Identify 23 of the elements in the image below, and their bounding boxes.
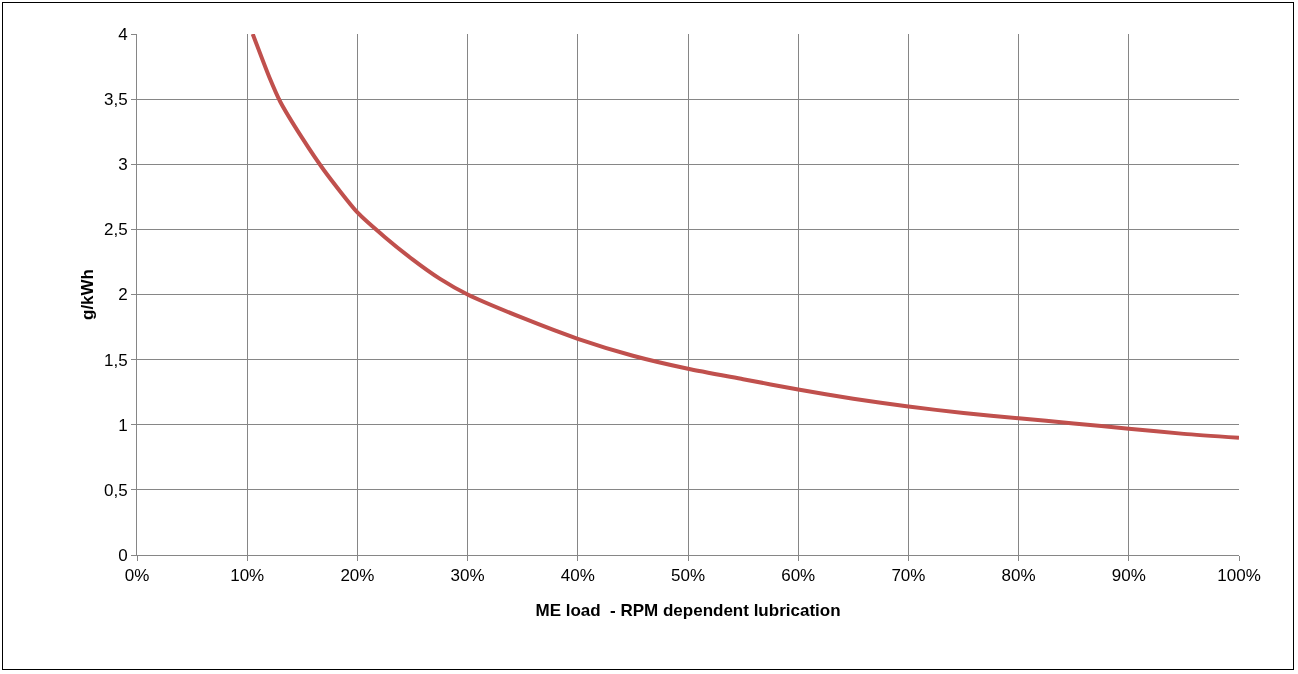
y-tick-label: 0,5 <box>103 480 128 500</box>
x-tick-label: 70% <box>891 566 926 586</box>
x-tick-label: 100% <box>1217 566 1261 586</box>
x-tick-label: 30% <box>450 566 485 586</box>
x-tick-label: 60% <box>781 566 816 586</box>
y-tick-label: 3 <box>118 155 128 175</box>
y-axis-title: g/kWh <box>78 269 97 320</box>
y-tick-label: 4 <box>118 24 128 44</box>
x-tick-label: 50% <box>670 566 706 586</box>
x-tick-label: 90% <box>1111 566 1146 586</box>
y-tick-label: 2 <box>118 285 128 305</box>
x-tick-label: 10% <box>230 566 265 586</box>
x-tick-label: 40% <box>560 566 595 586</box>
y-tick-label: 3,5 <box>103 90 128 110</box>
y-tick-label: 2,5 <box>103 220 128 240</box>
y-tick-label: 1,5 <box>103 350 128 370</box>
line-series <box>250 34 1239 440</box>
y-tick-label: 0 <box>118 545 128 565</box>
x-tick-label: 20% <box>340 566 375 586</box>
y-tick-label: 1 <box>118 415 128 435</box>
x-tick-label: 0% <box>124 566 150 586</box>
x-axis-title: ME load - RPM dependent lubrication <box>535 601 841 620</box>
x-tick-label: 80% <box>1001 566 1036 586</box>
